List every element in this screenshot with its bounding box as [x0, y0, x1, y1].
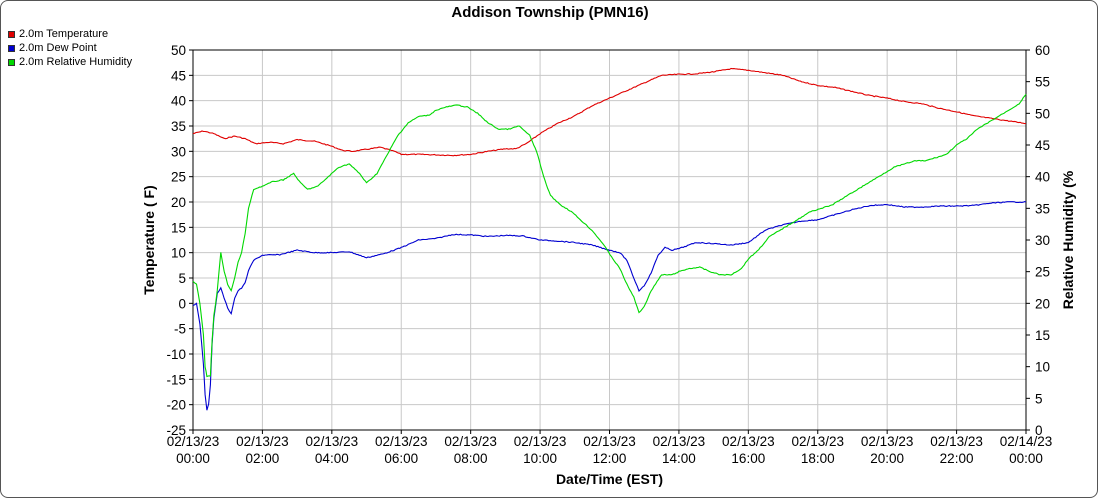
legend-swatch-dew-point — [8, 44, 15, 52]
y2-tick-label: 30 — [1035, 233, 1050, 248]
x-tick-label-time: 12:00 — [593, 451, 627, 466]
y-axis-title: Temperature ( F) — [141, 185, 157, 294]
x-tick-label-time: 20:00 — [870, 451, 904, 466]
legend-swatch-temperature — [8, 30, 15, 38]
y-tick-label: 50 — [171, 43, 186, 58]
x-tick-label-date: 02/13/23 — [375, 434, 428, 449]
x-tick-label-time: 16:00 — [731, 451, 765, 466]
y2-tick-label: 60 — [1035, 43, 1050, 58]
y2-tick-label: 55 — [1035, 75, 1050, 90]
x-tick-label-date: 02/13/23 — [722, 434, 775, 449]
series-line-relative-humidity — [192, 93, 1027, 378]
x-tick-label-date: 02/13/23 — [236, 434, 289, 449]
x-tick-label-time: 14:00 — [662, 451, 696, 466]
legend-item-dew-point: 2.0m Dew Point — [8, 41, 132, 55]
y2-tick-label: 40 — [1035, 170, 1050, 185]
x-tick-label-time: 18:00 — [801, 451, 835, 466]
y-tick-label: 20 — [171, 195, 186, 210]
x-tick-label-time: 00:00 — [1009, 451, 1043, 466]
y2-tick-label: 50 — [1035, 106, 1050, 121]
x-tick-label-date: 02/13/23 — [583, 434, 636, 449]
x-tick-label-date: 02/13/23 — [791, 434, 844, 449]
x-tick-label-date: 02/14/23 — [1000, 434, 1053, 449]
x-tick-label-date: 02/13/23 — [930, 434, 983, 449]
y-tick-label: -20 — [166, 398, 186, 413]
y-tick-label: 40 — [171, 94, 186, 109]
legend-item-relative-humidity: 2.0m Relative Humidity — [8, 55, 132, 69]
x-tick-label-date: 02/13/23 — [861, 434, 914, 449]
legend-label-relative-humidity: 2.0m Relative Humidity — [19, 56, 133, 68]
x-tick-label-time: 02:00 — [246, 451, 280, 466]
x-tick-label-time: 06:00 — [384, 451, 418, 466]
legend-item-temperature: 2.0m Temperature — [8, 27, 132, 41]
y2-tick-label: 35 — [1035, 201, 1050, 216]
x-tick-label-date: 02/13/23 — [167, 434, 220, 449]
legend-label-temperature: 2.0m Temperature — [19, 28, 109, 40]
y-tick-label: 5 — [178, 271, 186, 286]
y-tick-label: -5 — [174, 322, 186, 337]
y-tick-label: 15 — [171, 220, 186, 235]
plot-border — [192, 49, 1027, 431]
y2-tick-label: 5 — [1035, 391, 1043, 406]
y-tick-label: 35 — [171, 119, 186, 134]
chart-title: Addison Township (PMN16) — [451, 4, 649, 21]
x-tick-label-time: 10:00 — [523, 451, 557, 466]
legend-swatch-relative-humidity — [8, 58, 15, 66]
y-tick-label: 45 — [171, 68, 186, 83]
y-tick-label: 30 — [171, 144, 186, 159]
y-tick-label: -25 — [166, 423, 186, 438]
x-tick-label-time: 04:00 — [315, 451, 349, 466]
y2-tick-label: 25 — [1035, 265, 1050, 280]
y-tick-label: 0 — [178, 296, 186, 311]
y-tick-label: 10 — [171, 246, 186, 261]
x-tick-label-date: 02/13/23 — [306, 434, 359, 449]
y2-tick-label: 15 — [1035, 328, 1050, 343]
y-tick-label: -10 — [166, 347, 186, 362]
legend-label-dew-point: 2.0m Dew Point — [19, 42, 97, 54]
x-axis-title: Date/Time (EST) — [556, 471, 663, 487]
y2-tick-label: 45 — [1035, 138, 1050, 153]
y2-tick-label: 10 — [1035, 360, 1050, 375]
y2-tick-label: 20 — [1035, 296, 1050, 311]
x-tick-label-date: 02/13/23 — [514, 434, 567, 449]
x-tick-label-date: 02/13/23 — [653, 434, 706, 449]
x-tick-label-time: 08:00 — [454, 451, 488, 466]
y-tick-label: 25 — [171, 170, 186, 185]
x-tick-label-time: 00:00 — [176, 451, 210, 466]
series-line-dew-point — [192, 201, 1027, 411]
y2-tick-label: 0 — [1035, 423, 1043, 438]
legend: 2.0m Temperature 2.0m Dew Point 2.0m Rel… — [8, 27, 132, 69]
x-tick-label-time: 22:00 — [940, 451, 974, 466]
x-tick-label-date: 02/13/23 — [444, 434, 497, 449]
series-line-temperature — [192, 67, 1027, 157]
y2-axis-title: Relative Humidity (% — [1060, 170, 1076, 309]
y-tick-label: -15 — [166, 372, 186, 387]
